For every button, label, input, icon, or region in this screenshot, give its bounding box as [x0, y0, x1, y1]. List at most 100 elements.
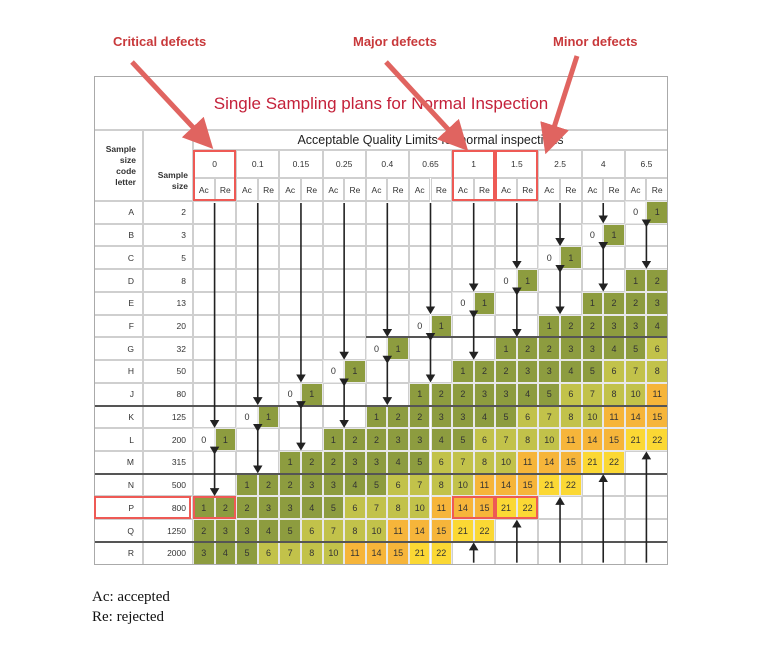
empty-cell [495, 291, 517, 315]
aql-level-0.25: 0.25 [322, 150, 366, 178]
re-value: 1 [473, 291, 496, 315]
group-divider [365, 336, 668, 339]
re-value: 11 [430, 496, 453, 520]
empty-cell [344, 314, 366, 338]
ac-value: 14 [408, 519, 431, 542]
table-border [94, 76, 668, 565]
empty-cell [344, 246, 366, 270]
empty-cell [257, 314, 280, 338]
empty-cell [430, 291, 453, 315]
ac-value: 1 [624, 269, 647, 292]
ac-header: Ac [322, 178, 345, 201]
empty-cell [236, 428, 258, 452]
ac-value: 2 [322, 451, 345, 474]
empty-cell [214, 360, 237, 383]
empty-cell [538, 291, 561, 315]
re-value: 4 [473, 405, 496, 429]
ac-value: 0 [581, 223, 604, 247]
empty-cell [560, 201, 582, 224]
ac-header: Ac [538, 178, 561, 201]
empty-cell [214, 291, 237, 315]
empty-cell [300, 246, 323, 270]
ac-value: 3 [408, 428, 431, 452]
aql-level-0.65: 0.65 [408, 150, 453, 178]
re-value: 3 [387, 428, 409, 452]
empty-cell [214, 223, 237, 247]
ac-value: 5 [322, 496, 345, 520]
empty-cell [624, 496, 647, 520]
sample-size: 3 [143, 223, 193, 247]
empty-cell [430, 360, 453, 383]
re-value: 1 [344, 360, 366, 383]
empty-cell [365, 291, 388, 315]
group-divider [94, 472, 668, 475]
empty-cell [452, 201, 474, 224]
empty-cell [300, 360, 323, 383]
empty-cell [279, 337, 301, 361]
empty-cell [193, 314, 215, 338]
empty-cell [193, 223, 215, 247]
empty-cell [300, 201, 323, 224]
empty-cell [624, 223, 647, 247]
ac-header: Ac [236, 178, 258, 201]
empty-cell [214, 246, 237, 270]
re-value: 1 [603, 223, 625, 247]
re-header: Re [300, 178, 323, 201]
re-value: 1 [387, 337, 409, 361]
empty-cell [408, 360, 431, 383]
empty-cell [430, 246, 453, 270]
ac-header: Ac [365, 178, 388, 201]
empty-cell [560, 496, 582, 520]
empty-cell [279, 223, 301, 247]
empty-cell [516, 246, 539, 270]
re-value: 4 [560, 360, 582, 383]
re-value: 8 [387, 496, 409, 520]
empty-cell [279, 360, 301, 383]
empty-cell [516, 201, 539, 224]
re-value: 2 [603, 291, 625, 315]
re-value: 3 [516, 360, 539, 383]
empty-cell [624, 246, 647, 270]
empty-cell [516, 223, 539, 247]
empty-cell [279, 246, 301, 270]
re-value: 2 [516, 337, 539, 361]
empty-cell [236, 201, 258, 224]
empty-cell [214, 269, 237, 292]
empty-cell [365, 223, 388, 247]
aql-level-0.15: 0.15 [279, 150, 323, 178]
empty-cell [300, 223, 323, 247]
empty-cell [279, 291, 301, 315]
empty-cell [344, 223, 366, 247]
ac-value: 14 [581, 428, 604, 452]
ac-value: 7 [365, 496, 388, 520]
empty-cell [408, 201, 431, 224]
ac-value: 0 [624, 201, 647, 224]
empty-cell [344, 291, 366, 315]
empty-cell [495, 246, 517, 270]
empty-cell [408, 246, 431, 270]
empty-cell [344, 201, 366, 224]
empty-cell [257, 223, 280, 247]
re-value: 1 [516, 269, 539, 292]
empty-cell [193, 246, 215, 270]
ac-header: Ac [279, 178, 301, 201]
ac-value: 0 [538, 246, 561, 270]
empty-cell [344, 269, 366, 292]
empty-cell [603, 201, 625, 224]
empty-cell [236, 314, 258, 338]
empty-cell [387, 291, 409, 315]
empty-cell [236, 269, 258, 292]
empty-cell [193, 201, 215, 224]
annotation-major-label: Major defects [353, 34, 437, 49]
empty-cell [236, 337, 258, 361]
empty-cell [322, 246, 345, 270]
empty-cell [236, 223, 258, 247]
ac-value: 1 [452, 360, 474, 383]
empty-cell [257, 246, 280, 270]
empty-cell [257, 360, 280, 383]
ac-value: 0 [365, 337, 388, 361]
empty-cell [279, 428, 301, 452]
empty-cell [214, 314, 237, 338]
empty-cell [538, 201, 561, 224]
empty-cell [257, 269, 280, 292]
